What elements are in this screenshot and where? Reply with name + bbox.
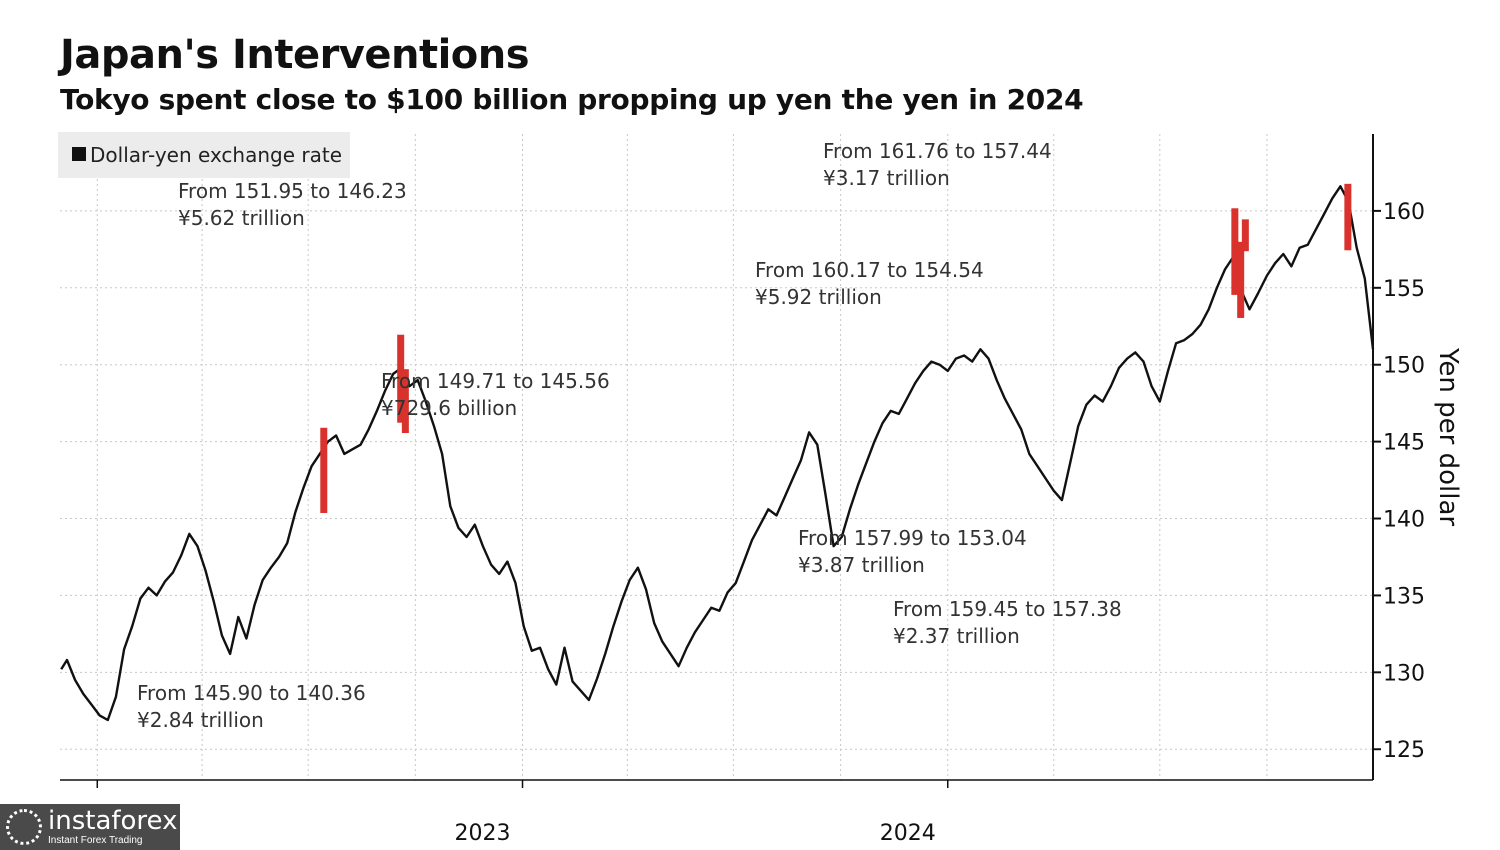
y-tick-label: 135: [1383, 584, 1425, 609]
y-tick-label: 130: [1383, 661, 1425, 686]
annotation-4-range: From 160.17 to 154.54: [755, 258, 984, 282]
y-tick-label: 160: [1383, 200, 1425, 225]
annotation-1-range: From 145.90 to 140.36: [137, 681, 366, 705]
intervention-bar: [397, 334, 405, 423]
annotation-1-amount: ¥2.84 trillion: [137, 708, 264, 732]
annotation-3: From 149.71 to 145.56 ¥729.6 billion: [381, 369, 610, 420]
annotation-2-amount: ¥5.62 trillion: [178, 206, 305, 230]
y-tick-label: 150: [1383, 354, 1425, 379]
annotation-1: From 145.90 to 140.36 ¥2.84 trillion: [137, 681, 366, 732]
interventions-layer: [320, 183, 1352, 513]
y-tick-label: 125: [1383, 738, 1425, 763]
y-axis: 125130135140145150155160202220232024: [29, 134, 1425, 846]
x-tick-label: 2023: [455, 821, 511, 846]
annotation-4-amount: ¥5.92 trillion: [755, 285, 882, 309]
chart-title: Japan's Interventions: [60, 32, 530, 78]
annotation-2-range: From 151.95 to 146.23: [178, 179, 407, 203]
intervention-bar: [1231, 208, 1239, 295]
y-tick-label: 145: [1383, 431, 1425, 456]
intervention-bar: [1241, 219, 1249, 252]
annotation-5-range: From 157.99 to 153.04: [798, 526, 1027, 550]
intervention-bar: [1237, 241, 1245, 318]
annotation-4: From 160.17 to 154.54 ¥5.92 trillion: [755, 258, 984, 309]
intervention-bar: [1344, 183, 1352, 251]
legend-entry: Dollar-yen exchange rate: [90, 143, 342, 167]
logo-text: instaforex Instant Forex Trading: [48, 808, 177, 846]
annotation-3-range: From 149.71 to 145.56: [381, 369, 610, 393]
logo-tagline: Instant Forex Trading: [48, 835, 143, 846]
annotation-5-amount: ¥3.87 trillion: [798, 553, 925, 577]
annotation-7-amount: ¥3.17 trillion: [823, 166, 950, 190]
annotation-3-amount: ¥729.6 billion: [381, 396, 517, 420]
annotation-6-range: From 159.45 to 157.38: [893, 597, 1122, 621]
annotation-7: From 161.76 to 157.44 ¥3.17 trillion: [823, 139, 1052, 190]
chart-subtitle: Tokyo spent close to $100 billion proppi…: [60, 83, 1084, 116]
grid: [60, 134, 1373, 780]
logo-mark-icon: [6, 809, 42, 845]
annotation-5: From 157.99 to 153.04 ¥3.87 trillion: [798, 526, 1027, 577]
legend-swatch: [72, 147, 86, 161]
legend: Dollar-yen exchange rate: [58, 132, 350, 178]
annotation-2: From 151.95 to 146.23 ¥5.62 trillion: [178, 179, 407, 230]
instaforex-logo: instaforex Instant Forex Trading: [0, 804, 180, 850]
intervention-bar: [401, 369, 409, 434]
annotation-7-range: From 161.76 to 157.44: [823, 139, 1052, 163]
y-tick-label: 140: [1383, 508, 1425, 533]
annotation-6-amount: ¥2.37 trillion: [893, 624, 1020, 648]
y-axis-label: Yen per dollar: [1433, 347, 1463, 526]
legend-background: [58, 132, 350, 178]
annotation-6: From 159.45 to 157.38 ¥2.37 trillion: [893, 597, 1122, 648]
y-tick-label: 155: [1383, 277, 1425, 302]
x-tick-label: 2024: [880, 821, 936, 846]
intervention-bar: [320, 427, 328, 513]
logo-name: instaforex: [48, 806, 178, 836]
series-line: [60, 185, 1375, 722]
series-layer: [60, 185, 1375, 722]
